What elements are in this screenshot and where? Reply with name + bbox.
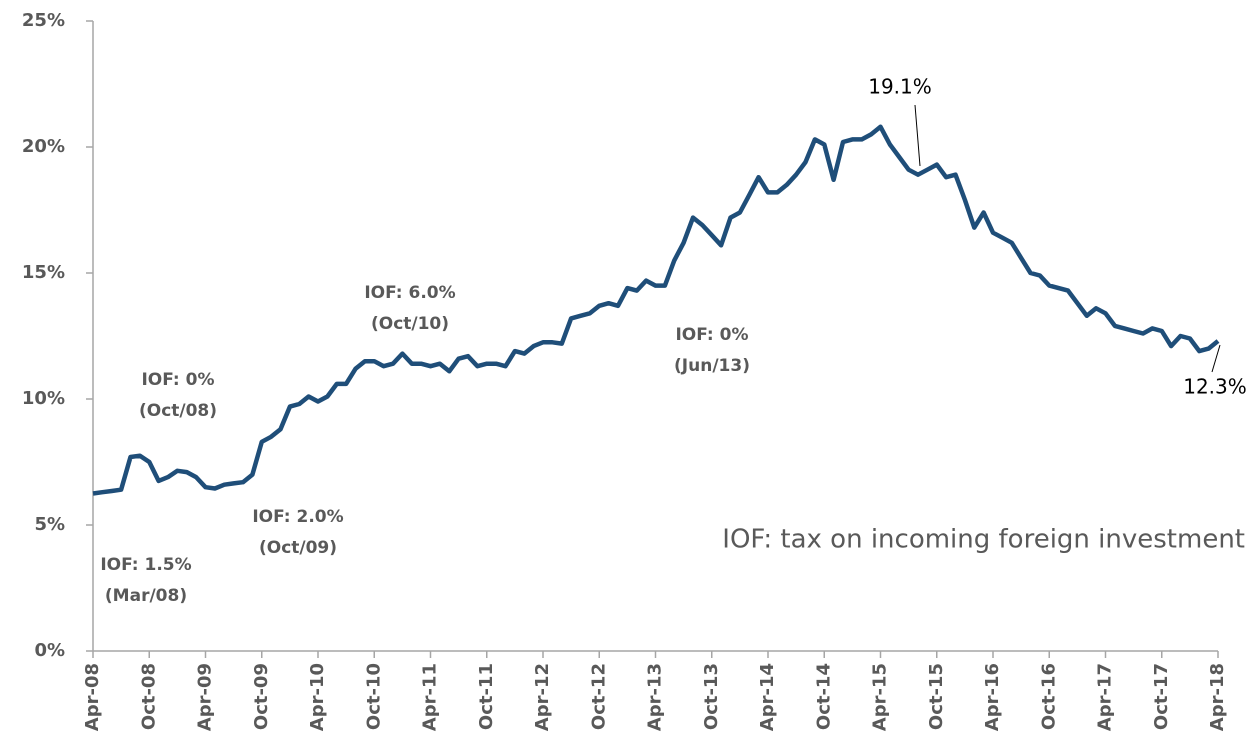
annotation: (Oct/08) [139,401,217,421]
y-tick-label: 25% [22,10,65,31]
annotation: (Oct/09) [259,538,337,558]
x-tick-label: Oct-14 [813,663,834,730]
x-tick-label: Apr-18 [1207,663,1228,731]
x-tick-label: Apr-09 [195,663,216,731]
x-tick-label: Oct-15 [926,663,947,730]
y-tick-label: 20% [22,136,65,157]
annotation: IOF: 6.0% [364,283,455,303]
x-tick-label: Oct-12 [588,663,609,730]
series-line [92,124,1220,496]
y-tick-label: 0% [34,640,65,661]
annotation: (Oct/10) [371,314,449,334]
point-label: 12.3% [1183,375,1247,399]
annotation: IOF: 0% [675,325,748,345]
x-tick-label: Apr-13 [645,663,666,731]
x-tick-label: Oct-09 [251,663,272,730]
y-tick-label: 15% [22,262,65,283]
x-tick-label: Apr-14 [757,663,778,731]
leader-line [1211,344,1221,373]
x-tick-label: Oct-13 [701,663,722,730]
x-tick-label: Oct-10 [363,663,384,730]
annotation: IOF: 0% [141,370,214,390]
annotation: (Mar/08) [105,586,187,606]
x-tick-label: Apr-10 [307,663,328,731]
annotation: (Jun/13) [674,356,750,376]
annotation: IOF: 2.0% [252,507,343,527]
point-label: 19.1% [868,75,932,99]
x-tick-label: Oct-11 [476,663,497,730]
x-tick-label: Apr-15 [870,663,891,731]
y-tick-label: 5% [34,514,65,535]
x-tick-label: Apr-11 [420,663,441,731]
x-tick-label: Oct-16 [1038,663,1059,730]
x-tick-label: Apr-12 [532,663,553,731]
note: IOF: tax on incoming foreign investment [722,525,1245,555]
x-tick-label: Apr-16 [982,663,1003,731]
annotation: IOF: 1.5% [100,555,191,575]
x-tick-label: Apr-08 [82,663,103,731]
x-tick-label: Apr-17 [1095,663,1116,731]
leader-line [914,104,921,167]
y-tick-label: 10% [22,388,65,409]
x-tick-label: Oct-17 [1151,663,1172,730]
x-tick-label: Oct-08 [138,663,159,730]
